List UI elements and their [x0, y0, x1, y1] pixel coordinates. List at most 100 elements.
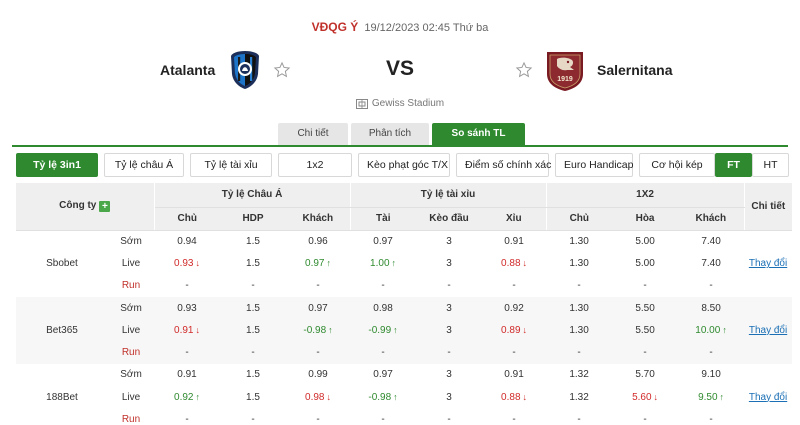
table-row: Live 0.92 ↑ 1.5 0.98 ↓ -0.98 ↑ 3 0.88 ↓ 1.32 5.60 ↓ 9.…	[16, 386, 792, 408]
odds-change-link[interactable]: Thay đổi	[748, 391, 788, 403]
filter-corner-button[interactable]: Kèo phạt góc T/X	[358, 153, 450, 177]
odds-table-body: Sbobet Sớm 0.94 1.5 0.96 0.97 3 0.91 1.30 5.00 7.4…	[16, 230, 793, 425]
odds-value: 3	[446, 391, 452, 403]
odds-cell: -0.99 ↑	[350, 319, 417, 342]
odds-value: 9.50	[698, 391, 718, 403]
odds-value: -	[512, 347, 516, 359]
odds-value: -	[316, 347, 320, 359]
col-header: HDP	[220, 207, 286, 231]
odds-value: 5.00	[635, 235, 655, 247]
period-ft-button[interactable]: FT	[715, 153, 752, 177]
odds-cell: -	[612, 341, 679, 364]
filter-double-chance-button[interactable]: Cơ hội kép	[639, 153, 715, 177]
odds-value: 7.40	[701, 257, 721, 269]
plus-icon[interactable]: +	[99, 201, 111, 213]
odds-cell: 0.97	[350, 364, 416, 386]
odds-cell: 0.98	[350, 296, 417, 320]
odds-value: -	[381, 280, 385, 292]
odds-cell: 1.5	[220, 296, 286, 320]
arrow-down-icon: ↓	[195, 257, 200, 268]
col-header: Chủ	[154, 207, 220, 231]
odds-cell: 0.91	[154, 364, 220, 386]
odds-cell: -	[286, 341, 351, 364]
odds-value: 0.98	[305, 391, 325, 403]
odds-cell: 5.60 ↓	[612, 386, 678, 408]
arrow-up-icon: ↑	[722, 324, 727, 335]
odds-value: -	[251, 414, 255, 425]
odds-cell: 0.97	[286, 296, 351, 320]
odds-value: -	[643, 414, 647, 425]
detail-cell: Thay đổi	[744, 296, 793, 364]
filter-correct-score-button[interactable]: Điểm số chính xác	[456, 153, 551, 177]
tab-analysis[interactable]: Phân tích	[351, 123, 429, 145]
favorite-star-icon[interactable]	[515, 61, 533, 79]
odds-value: -	[185, 280, 189, 292]
odds-cell: -	[546, 408, 612, 425]
odds-change-link[interactable]: Thay đổi	[748, 324, 788, 336]
col-header: Khách	[286, 207, 351, 231]
favorite-star-icon[interactable]	[273, 61, 291, 79]
odds-value: -	[512, 280, 516, 292]
odds-type-label: Live	[121, 391, 141, 403]
odds-cell: -	[678, 408, 744, 425]
arrow-up-icon: ↑	[195, 391, 200, 402]
tab-odds-compare[interactable]: So sánh TL	[432, 123, 525, 145]
tab-details[interactable]: Chi tiết	[278, 123, 348, 145]
odds-cell: -	[678, 275, 744, 297]
odds-cell: 3	[416, 319, 483, 342]
bookmaker-name: 188Bet	[46, 391, 78, 403]
odds-cell: 5.00	[612, 230, 678, 252]
arrow-up-icon: ↑	[328, 324, 333, 335]
table-row: Sbobet Sớm 0.94 1.5 0.96 0.97 3 0.91 1.30 5.00 7.4…	[16, 230, 792, 269]
detail-header: Chi tiết	[744, 183, 793, 231]
filter-1x2-button[interactable]: 1x2	[278, 153, 352, 177]
odds-value: -0.98	[303, 324, 327, 336]
match-tabs: Chi tiết Phân tích So sánh TL	[278, 123, 525, 145]
odds-value: -	[447, 414, 451, 425]
odds-cell: 5.50	[612, 319, 679, 342]
odds-type-label: Run	[108, 341, 154, 364]
odds-value: -0.98	[368, 391, 392, 403]
odds-value: 1.5	[246, 235, 260, 247]
odds-value: 0.91	[504, 369, 524, 381]
odds-value: 0.97	[373, 235, 393, 247]
away-team-name[interactable]: Salernitana	[597, 62, 673, 78]
filter-over-under-button[interactable]: Tỷ lệ tài xỉu	[190, 153, 272, 177]
odds-cell: 9.10	[678, 364, 744, 386]
home-team-name[interactable]: Atalanta	[160, 62, 216, 78]
odds-value: -	[447, 347, 451, 359]
odds-cell: 0.94	[154, 230, 220, 252]
odds-cell: -	[612, 275, 678, 297]
odds-cell: 0.96	[286, 230, 350, 252]
filter-3in1-button[interactable]: Tỷ lệ 3in1	[16, 153, 98, 177]
col-header: Chủ	[546, 207, 613, 231]
odds-cell: 3	[416, 252, 482, 274]
odds-cell: 0.92 ↑	[154, 386, 220, 408]
league-name[interactable]: VĐQG Ý	[311, 20, 359, 34]
filter-asian-button[interactable]: Tỷ lệ châu Á	[104, 153, 184, 177]
odds-type-label: Sớm	[120, 235, 142, 247]
odds-value: -	[709, 414, 713, 425]
odds-value: 5.50	[635, 324, 655, 336]
odds-value: 0.97	[305, 257, 325, 269]
odds-value: -	[381, 414, 385, 425]
over-under-group-header: Tỷ lệ tài xỉu	[350, 183, 547, 208]
odds-cell: -	[416, 275, 482, 297]
odds-value: 1.32	[569, 391, 589, 403]
odds-cell: 3	[416, 364, 482, 386]
stadium-icon	[355, 98, 368, 109]
odds-value: 8.50	[701, 302, 721, 314]
odds-cell: -	[154, 341, 220, 364]
period-ht-button[interactable]: HT	[752, 153, 789, 177]
odds-cell: 1.5	[220, 386, 286, 408]
odds-type-label: Sớm	[120, 369, 142, 381]
odds-value: -	[381, 347, 385, 359]
asian-group-header: Tỷ lệ Châu Á	[154, 183, 351, 208]
odds-value: 5.60	[632, 391, 652, 403]
odds-cell: 5.70	[612, 364, 678, 386]
odds-cell: -	[350, 275, 416, 297]
odds-change-link[interactable]: Thay đổi	[748, 258, 788, 270]
filter-euro-handicap-button[interactable]: Euro Handicap	[555, 153, 633, 177]
odds-value: 5.00	[635, 257, 655, 269]
odds-type-label: Live	[121, 257, 141, 269]
